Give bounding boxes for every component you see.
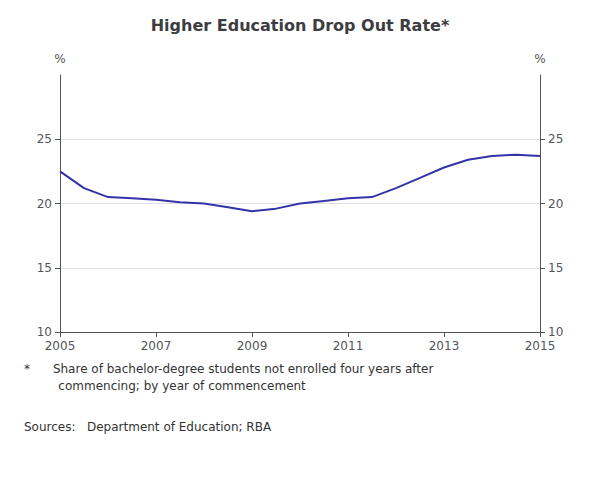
- svg-text:%: %: [534, 52, 545, 66]
- svg-text:2015: 2015: [525, 339, 556, 353]
- svg-text:Sources: Department of Educa: Sources: Department of Education; RBA: [24, 420, 272, 434]
- svg-text:2009: 2009: [237, 339, 268, 353]
- svg-text:25: 25: [548, 132, 563, 146]
- svg-text:20: 20: [548, 197, 563, 211]
- svg-text:15: 15: [548, 261, 563, 275]
- svg-text:* Share of bachelor-degre: * Share of bachelor-degree students not …: [24, 362, 433, 376]
- svg-text:20: 20: [37, 197, 52, 211]
- svg-text:2011: 2011: [333, 339, 364, 353]
- svg-text:10: 10: [548, 325, 563, 339]
- svg-text:2007: 2007: [141, 339, 172, 353]
- svg-text:25: 25: [37, 132, 52, 146]
- svg-text:%: %: [54, 52, 65, 66]
- svg-text:Higher Education Drop Out Rate: Higher Education Drop Out Rate*: [151, 16, 450, 35]
- svg-text:15: 15: [37, 261, 52, 275]
- svg-text:2005: 2005: [45, 339, 76, 353]
- svg-text:2013: 2013: [429, 339, 460, 353]
- svg-text:10: 10: [37, 325, 52, 339]
- svg-text:commencing; by year of commenc: commencing; by year of commencement: [24, 379, 306, 393]
